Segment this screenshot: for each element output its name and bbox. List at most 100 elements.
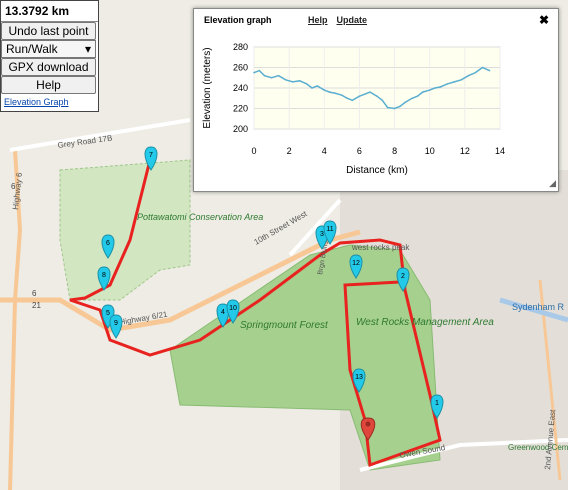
shield-6: 6 bbox=[32, 289, 37, 298]
x-tick-label: 8 bbox=[392, 146, 397, 156]
route-marker-label: 2 bbox=[401, 273, 405, 280]
shield-21: 21 bbox=[32, 301, 41, 310]
elevation-point bbox=[334, 92, 336, 94]
elevation-point bbox=[369, 91, 371, 93]
label-sydenham: Sydenham R bbox=[512, 302, 565, 312]
x-tick-label: 2 bbox=[287, 146, 292, 156]
route-marker-4[interactable]: 4 bbox=[216, 303, 230, 328]
elevation-point bbox=[346, 97, 348, 100]
elevation-point bbox=[381, 99, 384, 102]
label-springmount: Springmount Forest bbox=[240, 320, 329, 331]
route-marker-1[interactable]: 1 bbox=[430, 394, 444, 419]
route-marker-12[interactable]: 12 bbox=[349, 254, 363, 279]
route-marker-2[interactable]: 2 bbox=[396, 267, 410, 292]
label-west-rocks: West Rocks Management Area bbox=[356, 317, 494, 328]
elevation-point bbox=[488, 69, 491, 72]
route-marker-label: 13 bbox=[355, 374, 363, 381]
route-marker-label: 8 bbox=[102, 272, 106, 279]
highway-6 bbox=[8, 149, 23, 490]
route-marker-13[interactable]: 13 bbox=[352, 368, 366, 393]
elevation-point bbox=[404, 101, 406, 104]
elevation-point bbox=[467, 74, 470, 77]
elevation-point bbox=[316, 85, 319, 87]
route-marker-11[interactable]: 11 bbox=[323, 220, 337, 245]
gpx-download-button[interactable]: GPX download bbox=[1, 58, 96, 76]
elevation-point bbox=[416, 95, 419, 97]
elevation-point bbox=[270, 76, 273, 79]
elevation-chart: 200 220 240 260 280 0 2 4 6 8 10 12 14 Distance (km) E… bbox=[202, 42, 505, 176]
elevation-title: Elevation graph bbox=[204, 15, 272, 25]
resize-handle-icon[interactable]: ◢ bbox=[549, 178, 556, 188]
elevation-point bbox=[453, 81, 456, 83]
distance-readout: 13.3792 km bbox=[1, 1, 98, 22]
label-greenwood: Greenwood Cemetery bbox=[508, 443, 568, 452]
route-marker-10[interactable]: 10 bbox=[226, 299, 240, 324]
x-tick-label: 14 bbox=[495, 146, 505, 156]
y-tick-label: 240 bbox=[233, 83, 248, 93]
grey-road-17b bbox=[9, 118, 191, 152]
x-tick-label: 6 bbox=[357, 146, 362, 156]
label-pottawatomi: Pottawatomi Conservation Area bbox=[137, 212, 263, 222]
elevation-point bbox=[460, 79, 463, 81]
elevation-update-link[interactable]: Update bbox=[336, 15, 368, 25]
elevation-point bbox=[284, 79, 287, 81]
elevation-point bbox=[328, 91, 331, 93]
elevation-point bbox=[258, 69, 261, 72]
elevation-header: Elevation graph Help Update ✖ bbox=[194, 9, 558, 31]
route-marker-8[interactable]: 8 bbox=[97, 266, 111, 291]
route-marker-6[interactable]: 6 bbox=[101, 234, 115, 259]
route-marker-label: 9 bbox=[114, 320, 118, 327]
chevron-down-icon: ▾ bbox=[84, 42, 91, 56]
elevation-help-link[interactable]: Help bbox=[308, 15, 328, 25]
route-marker-label: 6 bbox=[106, 240, 110, 247]
elevation-point bbox=[393, 107, 396, 110]
tenth-street bbox=[288, 198, 342, 257]
elevation-point bbox=[351, 99, 354, 102]
route-marker-7[interactable]: 7 bbox=[144, 146, 158, 171]
elevation-point bbox=[474, 71, 477, 74]
elevation-point bbox=[291, 81, 294, 83]
label-highway6: Highway 6 bbox=[11, 172, 24, 211]
elevation-graph-link[interactable]: Elevation Graph bbox=[4, 97, 69, 107]
mode-select[interactable]: Run/Walk ▾ bbox=[1, 40, 96, 58]
route-marker-label: 1 bbox=[435, 400, 439, 407]
elevation-point bbox=[263, 74, 266, 77]
route-marker-label: 12 bbox=[352, 260, 360, 267]
route-marker-9[interactable]: 9 bbox=[109, 314, 123, 339]
highway-621 bbox=[0, 229, 361, 333]
elevation-point bbox=[399, 105, 401, 108]
route-marker-label: 10 bbox=[229, 305, 237, 312]
route-marker-label: 5 bbox=[106, 310, 110, 317]
route-marker-label: 7 bbox=[149, 152, 153, 159]
owen-sound-road bbox=[359, 438, 568, 472]
route-marker-label: 3 bbox=[320, 231, 324, 238]
x-tick-label: 0 bbox=[251, 146, 256, 156]
elevation-point bbox=[311, 87, 313, 89]
close-icon[interactable]: ✖ bbox=[538, 13, 549, 27]
shield-6-top: 6 bbox=[11, 182, 16, 191]
elevation-point bbox=[411, 97, 413, 100]
elevation-point bbox=[363, 93, 366, 95]
elevation-point bbox=[277, 74, 280, 77]
route-marker-label: 4 bbox=[221, 309, 225, 316]
elevation-window: Elevation graph Help Update ✖ 200 220 240 2… bbox=[193, 8, 559, 192]
undo-button[interactable]: Undo last point bbox=[1, 22, 96, 40]
elevation-point bbox=[358, 95, 361, 97]
elevation-point bbox=[446, 83, 449, 85]
x-axis-label: Distance (km) bbox=[346, 165, 408, 176]
elevation-point bbox=[253, 71, 255, 74]
mode-selected-label: Run/Walk bbox=[6, 42, 58, 56]
elevation-point bbox=[421, 91, 424, 93]
control-panel: 13.3792 km Undo last point Run/Walk ▾ GP… bbox=[0, 0, 99, 112]
elevation-point bbox=[439, 86, 442, 88]
y-tick-label: 280 bbox=[233, 42, 248, 52]
label-west-rocks-peak: west rocks peak bbox=[351, 243, 410, 252]
route-line bbox=[69, 159, 442, 468]
elevation-point bbox=[376, 95, 378, 97]
x-tick-label: 10 bbox=[425, 146, 435, 156]
elevation-point bbox=[323, 89, 326, 91]
end-marker-icon[interactable] bbox=[360, 417, 376, 441]
elevation-point bbox=[305, 83, 308, 85]
help-button[interactable]: Help bbox=[1, 76, 96, 94]
